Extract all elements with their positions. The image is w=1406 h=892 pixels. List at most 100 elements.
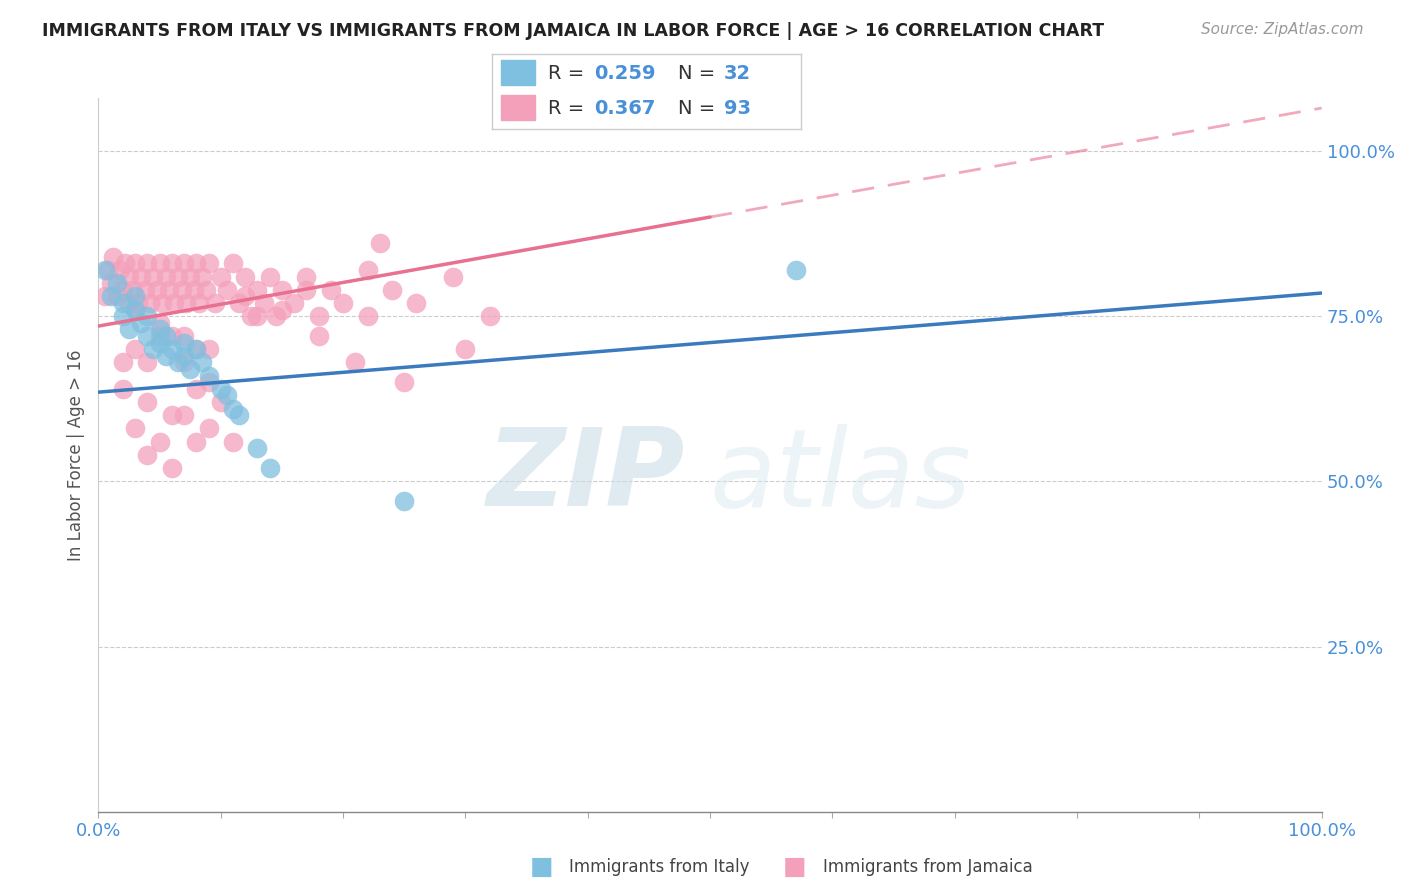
Point	[319, 283, 342, 297]
Point	[270, 302, 294, 317]
Point	[233, 289, 256, 303]
Point	[155, 349, 177, 363]
Point	[155, 269, 177, 284]
Point	[160, 256, 183, 270]
Point	[93, 289, 115, 303]
Point	[105, 289, 128, 303]
Point	[124, 342, 146, 356]
Point	[160, 409, 183, 423]
Point	[228, 409, 250, 423]
Point	[100, 276, 122, 290]
Point	[136, 256, 159, 270]
Point	[160, 461, 183, 475]
Point	[136, 309, 159, 323]
Point	[197, 342, 219, 356]
Point	[176, 296, 198, 310]
Text: atlas: atlas	[710, 424, 972, 529]
Point	[259, 269, 281, 284]
Point	[222, 256, 245, 270]
Point	[186, 342, 208, 356]
Point	[283, 296, 305, 310]
Point	[118, 269, 141, 284]
Point	[157, 283, 180, 297]
Point	[136, 329, 159, 343]
Bar	[502, 95, 536, 120]
Point	[150, 296, 173, 310]
Point	[179, 362, 201, 376]
Point	[295, 269, 318, 284]
Point	[127, 296, 149, 310]
Point	[149, 256, 172, 270]
Point	[209, 382, 232, 396]
Point	[215, 388, 238, 402]
Point	[356, 263, 378, 277]
Point	[308, 309, 330, 323]
Point	[111, 283, 134, 297]
Text: Source: ZipAtlas.com: Source: ZipAtlas.com	[1201, 22, 1364, 37]
Point	[124, 289, 146, 303]
Point	[222, 434, 245, 449]
Text: 0.259: 0.259	[595, 63, 655, 83]
Point	[187, 296, 209, 310]
Point	[160, 342, 183, 356]
Point	[173, 335, 195, 350]
Point	[344, 355, 367, 369]
Text: ■: ■	[530, 855, 553, 879]
Point	[270, 283, 294, 297]
Point	[179, 269, 201, 284]
Point	[121, 283, 143, 297]
Point	[173, 355, 195, 369]
Point	[392, 494, 416, 508]
Point	[233, 269, 256, 284]
Point	[197, 256, 219, 270]
Point	[173, 349, 195, 363]
Point	[101, 250, 124, 264]
Point	[259, 461, 281, 475]
Point	[252, 296, 274, 310]
Point	[173, 329, 195, 343]
Point	[124, 421, 146, 435]
Point	[155, 329, 177, 343]
Point	[93, 263, 115, 277]
Point	[110, 263, 132, 277]
Bar	[502, 61, 536, 86]
Point	[142, 269, 165, 284]
Point	[149, 322, 172, 336]
Point	[186, 434, 208, 449]
Point	[191, 355, 214, 369]
Point	[105, 276, 128, 290]
Point	[215, 283, 238, 297]
Point	[222, 401, 245, 416]
Point	[197, 421, 219, 435]
Point	[264, 309, 287, 323]
Y-axis label: In Labor Force | Age > 16: In Labor Force | Age > 16	[66, 349, 84, 561]
Point	[114, 256, 136, 270]
Point	[134, 283, 156, 297]
Point	[197, 376, 219, 390]
Point	[142, 342, 165, 356]
Point	[381, 283, 404, 297]
Point	[167, 355, 190, 369]
Point	[146, 283, 169, 297]
Point	[167, 269, 190, 284]
Point	[124, 302, 146, 317]
Point	[441, 269, 464, 284]
Text: ■: ■	[783, 855, 806, 879]
Text: R =: R =	[548, 99, 591, 118]
Point	[170, 283, 193, 297]
Point	[405, 296, 427, 310]
Point	[149, 434, 172, 449]
Point	[195, 283, 218, 297]
Point	[149, 329, 172, 343]
Point	[100, 289, 122, 303]
Point	[785, 263, 807, 277]
Point	[173, 409, 195, 423]
Point	[308, 329, 330, 343]
Point	[209, 269, 232, 284]
Point	[478, 309, 501, 323]
Point	[160, 329, 183, 343]
Point	[118, 322, 141, 336]
Text: ZIP: ZIP	[488, 424, 686, 529]
Point	[204, 296, 226, 310]
Text: N =: N =	[678, 99, 721, 118]
